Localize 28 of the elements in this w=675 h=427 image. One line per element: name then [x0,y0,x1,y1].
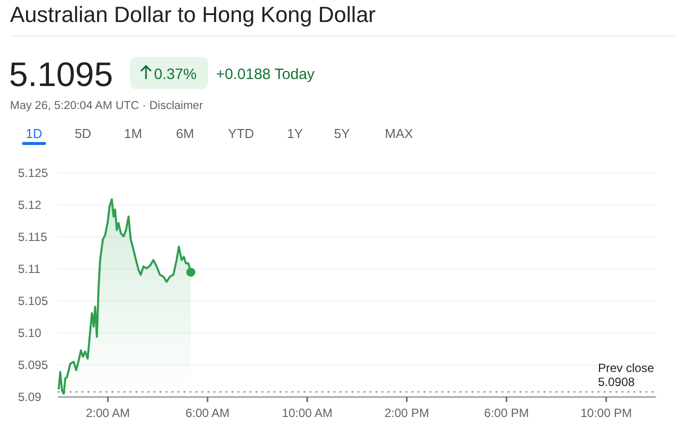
y-tick-label: 5.115 [18,230,48,244]
text: YTD [228,126,254,141]
text: 5D [74,126,92,141]
text: 5Y [334,126,350,141]
x-tick-label: 10:00 AM [282,406,333,420]
text: MAX [384,126,414,141]
text: 5.1095 [9,56,113,94]
y-tick-label: 5.125 [18,166,48,180]
y-tick-label: 5.11 [18,262,41,276]
text: 1D [26,126,42,141]
x-tick-label: 6:00 PM [484,406,529,420]
x-tick-label: 10:00 PM [580,406,632,420]
text: 1M [124,126,142,141]
x-tick-label: 2:00 PM [384,406,430,420]
y-tick-label: 5.095 [18,358,48,372]
ref-line-label: Prev close 5.0908 [598,360,654,389]
y-tick-label: 5.105 [18,294,48,308]
text: May 26, 5:20:04 AM UTC · Disclaimer [10,100,204,112]
text: 0.37% [154,66,197,83]
y-tick-label: 5.12 [18,198,42,212]
text: 1Y [287,126,304,141]
text: +0.0188 Today [216,66,316,83]
x-tick-label: 2:00 AM [86,406,130,420]
text: 6M [176,126,194,141]
x-tick-label: 6:00 AM [185,406,230,420]
y-tick-label: 5.09 [18,390,42,404]
y-tick-label: 5.10 [18,326,42,340]
chart-title: Australian Dollar to Hong Kong Dollar [10,2,376,27]
